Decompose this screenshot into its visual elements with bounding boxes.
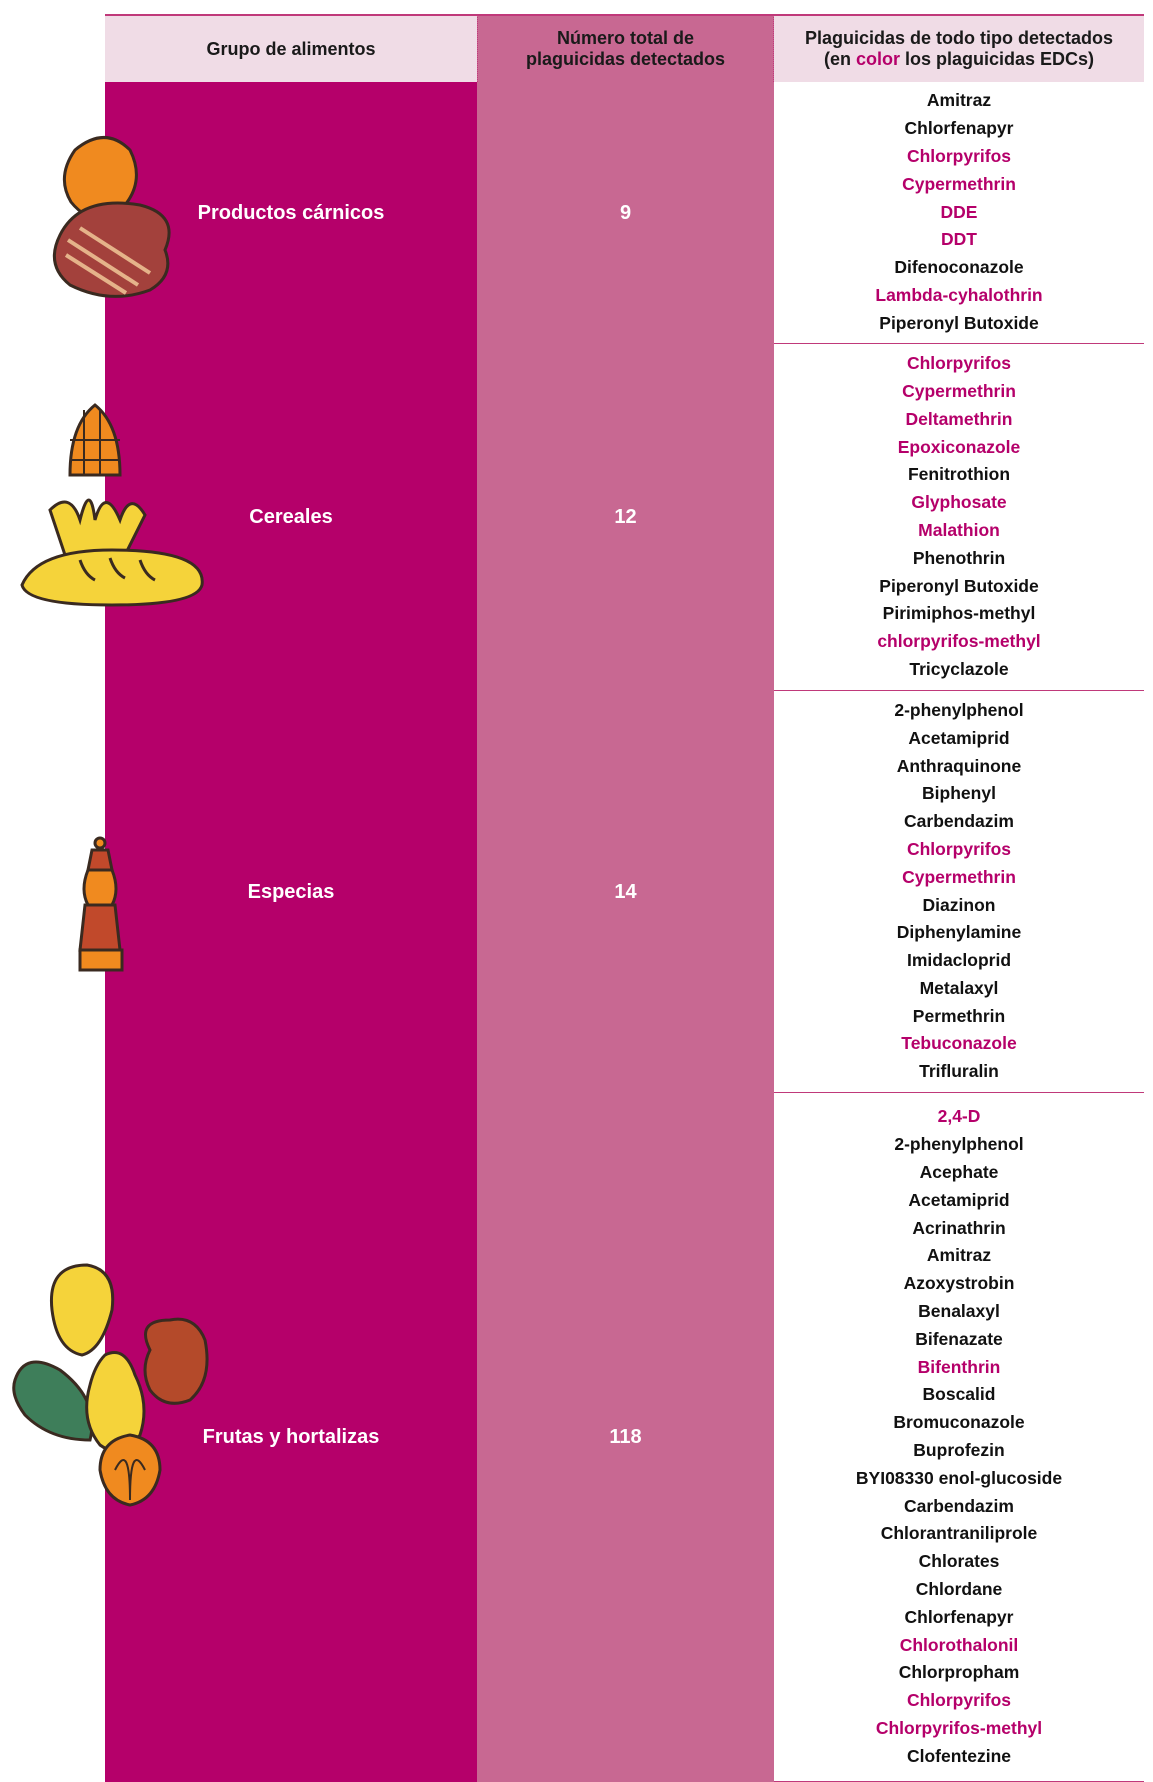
pesticide: Biphenyl xyxy=(922,780,996,808)
pesticide: Amitraz xyxy=(927,1242,991,1270)
pesticide: 2-phenylphenol xyxy=(894,1131,1023,1159)
pesticide: Boscalid xyxy=(923,1381,996,1409)
group-cell: Cereales xyxy=(105,344,477,691)
pesticide: Acrinathrin xyxy=(912,1215,1005,1243)
pesticide-edc: Tebuconazole xyxy=(901,1030,1016,1058)
pesticide: Acetamiprid xyxy=(908,725,1009,753)
pesticide: Chlorfenapyr xyxy=(905,1604,1014,1632)
header-text: Número total de plaguicidas detectados xyxy=(508,28,743,70)
pesticide-edc: Chlorpyrifos xyxy=(907,1687,1011,1715)
header-count: Número total de plaguicidas detectados xyxy=(477,14,774,82)
group-label: Productos cárnicos xyxy=(198,202,385,225)
pesticide-edc: Chlorothalonil xyxy=(900,1632,1019,1660)
header-text: Plaguicidas de todo tipo detectados xyxy=(805,28,1113,49)
pesticide: Fenitrothion xyxy=(908,461,1010,489)
pesticide: Trifluralin xyxy=(919,1058,999,1086)
count-cell: 118 xyxy=(477,1093,774,1782)
header-text: Grupo de alimentos xyxy=(206,39,375,60)
pesticide: Chlordane xyxy=(916,1576,1003,1604)
pesticide-edc: Lambda-cyhalothrin xyxy=(875,282,1042,310)
pesticide: Azoxystrobin xyxy=(904,1270,1015,1298)
pesticide: Chlorates xyxy=(919,1548,1000,1576)
pesticide: BYI08330 enol-glucoside xyxy=(856,1465,1062,1493)
pesticide-edc: Chlorpyrifos xyxy=(907,836,1011,864)
pesticide: Benalaxyl xyxy=(918,1298,1000,1326)
pesticide-edc: Malathion xyxy=(918,517,1000,545)
pesticide: Amitraz xyxy=(927,87,991,115)
pesticide-edc: Chlorpyrifos xyxy=(907,143,1011,171)
pesticide: Acetamiprid xyxy=(908,1187,1009,1215)
header-group: Grupo de alimentos xyxy=(105,14,477,82)
group-label: Cereales xyxy=(249,506,332,529)
page: Grupo de alimentos Número total de plagu… xyxy=(0,0,1153,1782)
pesticide: Difenoconazole xyxy=(894,254,1023,282)
pesticide: Acephate xyxy=(920,1159,999,1187)
pesticide-edc: Chlorpyrifos-methyl xyxy=(876,1715,1042,1743)
pesticide: Piperonyl Butoxide xyxy=(879,310,1038,338)
pesticide: Bifenazate xyxy=(915,1326,1003,1354)
pesticide-edc: DDT xyxy=(941,226,977,254)
count-cell: 14 xyxy=(477,691,774,1093)
group-cell: Frutas y hortalizas xyxy=(105,1093,477,1782)
pesticide-edc: Cypermethrin xyxy=(902,378,1016,406)
header-text: los plaguicidas EDCs) xyxy=(900,49,1094,69)
pesticide: Buprofezin xyxy=(913,1437,1004,1465)
header-text: (en xyxy=(824,49,856,69)
pesticide-edc: chlorpyrifos-methyl xyxy=(877,628,1040,656)
header-list: Plaguicidas de todo tipo detectados (en … xyxy=(774,14,1144,82)
pesticide: Pirimiphos-methyl xyxy=(883,600,1036,628)
pesticide: Imidacloprid xyxy=(907,947,1011,975)
pesticide: Clofentezine xyxy=(907,1743,1011,1771)
header-note: (en color los plaguicidas EDCs) xyxy=(824,49,1094,70)
pesticide-edc: Cypermethrin xyxy=(902,171,1016,199)
count-cell: 12 xyxy=(477,344,774,691)
pesticide: Piperonyl Butoxide xyxy=(879,573,1038,601)
pesticide: Diazinon xyxy=(923,892,996,920)
pesticide: Metalaxyl xyxy=(920,975,999,1003)
pesticide-edc: Epoxiconazole xyxy=(898,434,1021,462)
header-highlight: color xyxy=(856,49,900,69)
pesticide: Chlorantraniliprole xyxy=(881,1520,1038,1548)
pesticide: Diphenylamine xyxy=(897,919,1021,947)
pesticide-edc: Chlorpyrifos xyxy=(907,350,1011,378)
pesticide: Carbendazim xyxy=(904,808,1014,836)
count-value: 9 xyxy=(620,202,631,225)
count-value: 12 xyxy=(614,506,636,529)
group-label: Especias xyxy=(248,881,335,904)
count-value: 14 xyxy=(614,881,636,904)
group-label: Frutas y hortalizas xyxy=(203,1426,380,1449)
count-cell: 9 xyxy=(477,82,774,344)
pesticide-edc: Deltamethrin xyxy=(906,406,1013,434)
pesticide-edc: DDE xyxy=(941,199,978,227)
group-cell: Especias xyxy=(105,691,477,1093)
count-value: 118 xyxy=(609,1426,641,1449)
pesticide: Permethrin xyxy=(913,1003,1005,1031)
pesticide-edc: Bifenthrin xyxy=(918,1354,1001,1382)
pesticide: Tricyclazole xyxy=(909,656,1008,684)
pesticide: Bromuconazole xyxy=(893,1409,1024,1437)
pesticide-edc: Cypermethrin xyxy=(902,864,1016,892)
pesticide: Chlorfenapyr xyxy=(905,115,1014,143)
pesticide: Anthraquinone xyxy=(897,753,1021,781)
pesticide: Phenothrin xyxy=(913,545,1005,573)
pesticide-edc: 2,4-D xyxy=(938,1103,981,1131)
pesticide: Chlorpropham xyxy=(899,1659,1020,1687)
pesticide-edc: Glyphosate xyxy=(911,489,1006,517)
pesticide: Carbendazim xyxy=(904,1493,1014,1521)
pesticide: 2-phenylphenol xyxy=(894,697,1023,725)
group-cell: Productos cárnicos xyxy=(105,82,477,344)
